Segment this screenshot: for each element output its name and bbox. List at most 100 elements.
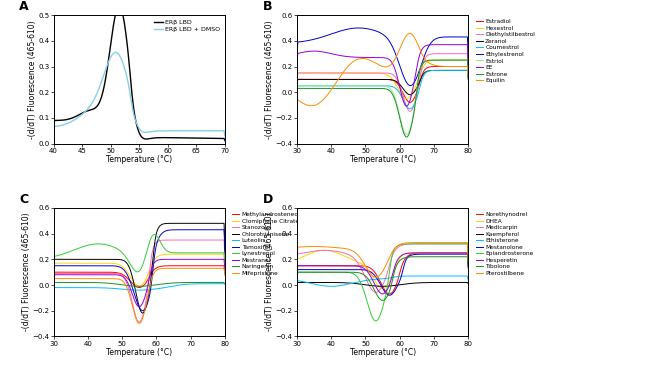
Text: C: C xyxy=(19,193,28,206)
Norethynodrel xyxy=(323,263,331,268)
DHEA xyxy=(464,264,472,269)
Kaempferol xyxy=(379,284,387,288)
Stanozolol xyxy=(221,257,229,262)
Lynestrenol xyxy=(80,244,88,249)
Diethylstilbestrol xyxy=(407,108,415,113)
Ethylestrenol xyxy=(407,83,415,88)
Ethylestrenol xyxy=(293,61,301,66)
Hexestrol xyxy=(394,86,402,91)
ERβ LBD xyxy=(158,135,166,140)
Luteolin xyxy=(80,285,88,290)
ERβ LBD + DMSO xyxy=(221,134,229,138)
Norethynodrel xyxy=(394,277,402,281)
Pterostilbene xyxy=(372,275,380,279)
Y-axis label: -(d/dT) Fluorescence (465-610): -(d/dT) Fluorescence (465-610) xyxy=(22,213,31,332)
EE xyxy=(394,77,402,82)
Hexestrol xyxy=(464,58,472,62)
Medicarpin xyxy=(337,250,345,254)
Coumestrol xyxy=(464,68,472,73)
Ethisterone xyxy=(327,284,335,288)
Ethisterone xyxy=(371,277,379,282)
Stanozolol xyxy=(94,271,102,276)
Kaempferol xyxy=(408,281,416,286)
Clomiphene Citrate xyxy=(165,252,173,257)
Line: DHEA: DHEA xyxy=(297,250,468,288)
Estradiol xyxy=(464,75,472,80)
Stanozolol xyxy=(50,276,58,281)
ERβ LBD + DMSO xyxy=(112,50,120,55)
Y-axis label: -(d/dT) Fluorescence (465-610): -(d/dT) Fluorescence (465-610) xyxy=(27,20,37,139)
Pterostilbene xyxy=(371,275,379,279)
Epiandrosterone xyxy=(407,242,415,246)
Norethynodrel xyxy=(460,251,468,255)
Coumestrol xyxy=(406,107,414,111)
Line: Mestranol: Mestranol xyxy=(54,259,225,307)
Norethynodrel xyxy=(337,263,345,268)
Mifepristone xyxy=(94,276,102,281)
Methylandrostened. xyxy=(209,263,217,268)
Tibolone xyxy=(337,270,345,274)
Zeranol xyxy=(323,77,331,82)
Estradiol xyxy=(407,99,415,104)
Text: A: A xyxy=(19,0,29,13)
ERβ LBD + DMSO xyxy=(174,129,182,133)
Chlorotrianisene xyxy=(50,268,58,273)
Luteolin xyxy=(221,282,229,287)
Naringenin xyxy=(80,280,88,285)
Mestanolone xyxy=(407,253,415,257)
EE xyxy=(422,43,430,48)
Line: Hesperetin: Hesperetin xyxy=(297,253,468,294)
Hexestrol xyxy=(422,60,430,65)
Hesperetin xyxy=(422,251,430,255)
Stanozolol xyxy=(151,242,159,247)
Equilin xyxy=(464,75,472,80)
Diethylstilbestrol xyxy=(293,79,301,84)
Tibolone xyxy=(371,288,379,293)
ERβ LBD + DMSO xyxy=(158,129,166,133)
Hesperetin xyxy=(293,272,301,276)
Estradiol xyxy=(394,82,402,87)
Mifepristone xyxy=(179,266,187,271)
Estradiol xyxy=(371,77,379,82)
Pterostilbene xyxy=(464,259,472,263)
Mifepristone xyxy=(165,266,173,271)
Estradiol xyxy=(406,100,414,105)
Naringenin xyxy=(94,280,102,285)
Norethynodrel xyxy=(422,251,430,255)
Mifepristone xyxy=(135,321,143,326)
Equilin xyxy=(324,93,332,97)
Mestranol xyxy=(127,288,135,293)
Mestranol xyxy=(80,273,88,277)
Mestranol xyxy=(196,257,204,262)
Methylandrostened. xyxy=(221,272,229,276)
ERβ LBD + DMSO xyxy=(105,57,113,62)
Luteolin xyxy=(50,284,58,289)
Medicarpin xyxy=(394,245,402,249)
Ethylestrenol xyxy=(323,33,331,38)
Stanozolol xyxy=(196,238,204,242)
Luteolin xyxy=(151,287,159,291)
Line: Epiandrosterone: Epiandrosterone xyxy=(297,244,468,321)
Line: ERβ LBD: ERβ LBD xyxy=(54,6,225,141)
Chlorotrianisene xyxy=(200,221,208,226)
DHEA xyxy=(324,248,332,253)
Mestranol xyxy=(165,257,173,262)
Line: Stanozolol: Stanozolol xyxy=(54,240,225,322)
Zeranol xyxy=(293,83,301,87)
Mestanolone xyxy=(464,265,472,270)
Line: Mestanolone: Mestanolone xyxy=(297,254,468,295)
Clomiphene Citrate xyxy=(151,257,159,261)
Tamoxifen xyxy=(50,272,58,276)
Line: Tamoxifen: Tamoxifen xyxy=(54,230,225,311)
Coumestrol xyxy=(394,88,402,93)
Estrone xyxy=(422,59,430,63)
ERβ LBD + DMSO xyxy=(175,129,183,133)
DHEA xyxy=(337,253,345,257)
Estrone xyxy=(394,108,402,113)
Line: EE: EE xyxy=(297,45,468,106)
Mestanolone xyxy=(422,252,430,256)
Line: Zeranol: Zeranol xyxy=(297,70,468,95)
Clomiphene Citrate xyxy=(50,270,58,275)
Mestranol xyxy=(94,273,102,277)
Lynestrenol xyxy=(50,266,58,271)
